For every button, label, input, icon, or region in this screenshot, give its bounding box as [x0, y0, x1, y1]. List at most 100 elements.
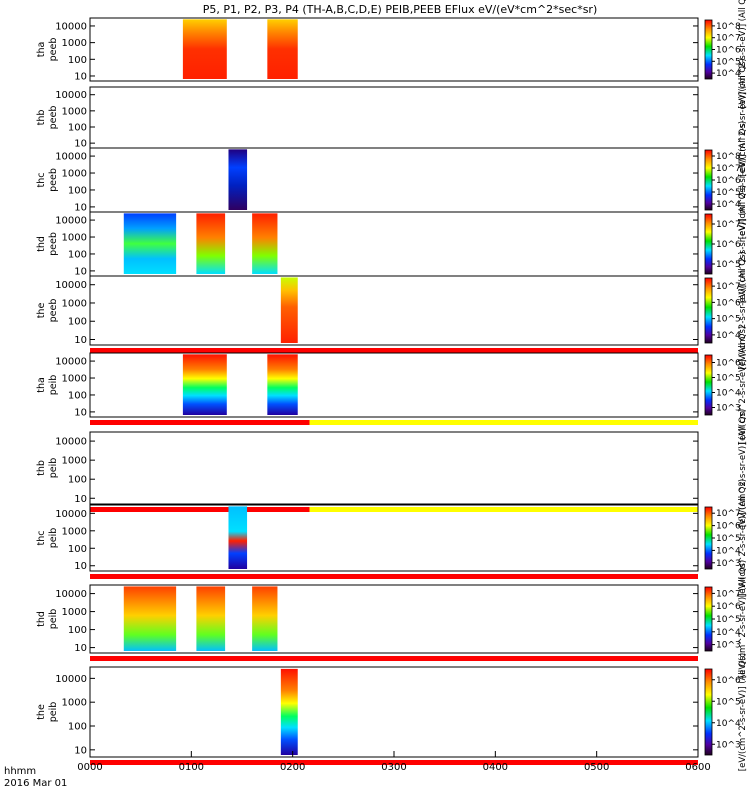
- panel-label-probe-10: the: [36, 704, 47, 720]
- y-tick-label-2-1: 10000: [55, 90, 87, 101]
- colorbar-tick-label-6-2: 10^5: [716, 374, 741, 384]
- panel-frame-9: [89, 584, 699, 654]
- panel-frame-2: [89, 86, 699, 149]
- y-tick-label-7-2: 1000: [62, 456, 87, 467]
- panel-frame-8: [89, 504, 699, 572]
- y-tick-label-3-3: 100: [68, 185, 87, 196]
- panel-frame-6: [89, 352, 699, 418]
- colorbar-title-2: [eV/(cm^2-s-sr-eV)] (All Qs): [738, 58, 748, 176]
- colorbar-tick-label-6-1: 10^6: [716, 359, 741, 369]
- colorbar-title-5: [eV/(cm^2-s-sr-eV)] (All Qs): [738, 251, 748, 369]
- x-tick-label-1: 0000: [77, 762, 102, 773]
- panel-label-product-1: peeb: [48, 38, 59, 62]
- colorbar-title-9: [eV/(cm^2-s-sr-eV)] (All Qs): [738, 560, 748, 678]
- colorbar-tick-label-3-1: 10^8: [716, 152, 741, 162]
- panel-label-probe-6: tha: [36, 377, 47, 393]
- y-tick-label-3-2: 1000: [62, 169, 87, 180]
- panel-label-probe-7: thb: [36, 460, 47, 476]
- y-tick-label-7-1: 10000: [55, 437, 87, 448]
- y-tick-label-2-3: 100: [68, 122, 87, 133]
- y-tick-label-10-3: 100: [68, 722, 87, 733]
- panel-label-probe-4: thd: [36, 236, 47, 252]
- colorbar-tick-label-8-2: 10^6: [716, 522, 741, 532]
- y-tick-label-9-2: 1000: [62, 607, 87, 618]
- colorbar-tick-label-4-3: 10^5: [716, 260, 741, 270]
- panel-label-probe-1: tha: [36, 42, 47, 58]
- panel-label-product-6: peib: [48, 375, 59, 396]
- y-tick-label-6-1: 10000: [55, 357, 87, 368]
- data-block-6-1: [182, 354, 227, 415]
- y-tick-label-7-4: 10: [74, 494, 87, 505]
- corner-label-date: 2016 Mar 01: [4, 778, 67, 789]
- status-bar-10: [90, 760, 698, 765]
- y-tick-label-4-3: 100: [68, 249, 87, 260]
- panel-label-product-4: peeb: [48, 232, 59, 256]
- y-tick-label-9-4: 10: [74, 643, 87, 654]
- panel-frame-4: [89, 211, 699, 277]
- status-bar-9: [90, 656, 698, 661]
- data-block-4-2: [196, 213, 226, 274]
- x-tick-label-5: 0400: [483, 762, 508, 773]
- status-bar-red-7: [90, 507, 310, 512]
- colorbar-tick-label-1-3: 10^6: [716, 46, 741, 56]
- colorbar-tick-label-9-5: 10^3: [716, 641, 741, 651]
- x-tick-label-4: 0300: [381, 762, 406, 773]
- data-block-1-2: [267, 19, 298, 79]
- colorbar-tick-label-9-1: 10^7: [716, 589, 741, 599]
- colorbar-tick-label-5-4: 10^4: [716, 331, 741, 341]
- data-block-1-1: [182, 19, 227, 79]
- colorbar-tick-label-9-3: 10^5: [716, 615, 741, 625]
- colorbar-tick-label-10-4: 10^3: [716, 740, 741, 750]
- data-block-5-1: [280, 277, 298, 343]
- panel-label-probe-5: the: [36, 303, 47, 319]
- y-tick-label-2-2: 1000: [62, 106, 87, 117]
- colorbar-9: [704, 586, 713, 652]
- data-block-8-1: [228, 506, 248, 569]
- data-block-9-1: [123, 586, 177, 651]
- status-bar-8: [90, 574, 698, 579]
- colorbar-tick-label-1-2: 10^7: [716, 34, 741, 44]
- colorbar-tick-label-6-4: 10^3: [716, 404, 741, 414]
- colorbar-tick-label-3-5: 10^4: [716, 200, 741, 210]
- y-tick-label-1-2: 1000: [62, 38, 87, 49]
- x-tick-label-3: 0200: [280, 762, 305, 773]
- status-bar-red-6: [90, 420, 310, 425]
- panel-frame-5: [89, 275, 699, 346]
- colorbar-3: [704, 149, 713, 211]
- colorbar-6: [704, 354, 713, 416]
- x-tick-label-7: 0600: [685, 762, 710, 773]
- colorbar-8: [704, 506, 713, 570]
- colorbar-title-6: [eV/(cm^2-s-sr-eV)] (All Qs): [738, 326, 748, 444]
- colorbar-5: [704, 277, 713, 344]
- y-tick-label-1-4: 10: [74, 71, 87, 82]
- colorbar-title-4: [eV/(cm^2-s-sr-eV)] (All Qs): [738, 185, 748, 303]
- y-tick-label-3-4: 10: [74, 202, 87, 213]
- data-block-4-3: [252, 213, 278, 274]
- y-tick-label-8-2: 1000: [62, 526, 87, 537]
- colorbar-tick-label-10-1: 10^6: [716, 676, 741, 686]
- colorbar-tick-label-5-3: 10^5: [716, 315, 741, 325]
- status-bar-5: [90, 348, 698, 353]
- x-axis: 0000 0100 0200 0300 0400 0500 0600: [77, 751, 711, 773]
- y-tick-label-8-1: 10000: [55, 509, 87, 520]
- y-tick-label-5-3: 100: [68, 317, 87, 328]
- panel-label-product-7: peib: [48, 458, 59, 479]
- data-block-3-1: [228, 149, 248, 210]
- panel-frame-7: [89, 431, 699, 505]
- colorbar-tick-label-8-3: 10^5: [716, 534, 741, 544]
- panel-label-product-8: peib: [48, 528, 59, 549]
- colorbar-tick-label-4-1: 10^7: [716, 220, 741, 230]
- status-bar-yellow-7: [309, 507, 698, 512]
- y-tick-label-6-3: 100: [68, 390, 87, 401]
- y-tick-label-8-3: 100: [68, 544, 87, 555]
- colorbar-tick-label-1-1: 10^8: [716, 22, 741, 32]
- panel-frame-10: [89, 666, 699, 758]
- colorbar-tick-label-9-4: 10^4: [716, 628, 741, 638]
- colorbar-tick-label-5-1: 10^7: [716, 282, 741, 292]
- colorbar-tick-label-8-4: 10^4: [716, 546, 741, 556]
- y-tick-label-5-2: 1000: [62, 298, 87, 309]
- colorbar-title-1: [eV/(cm^2-s-sr-eV)] (All Qs): [738, 0, 748, 109]
- x-tick-label-6: 0500: [584, 762, 609, 773]
- data-block-6-2: [267, 354, 298, 415]
